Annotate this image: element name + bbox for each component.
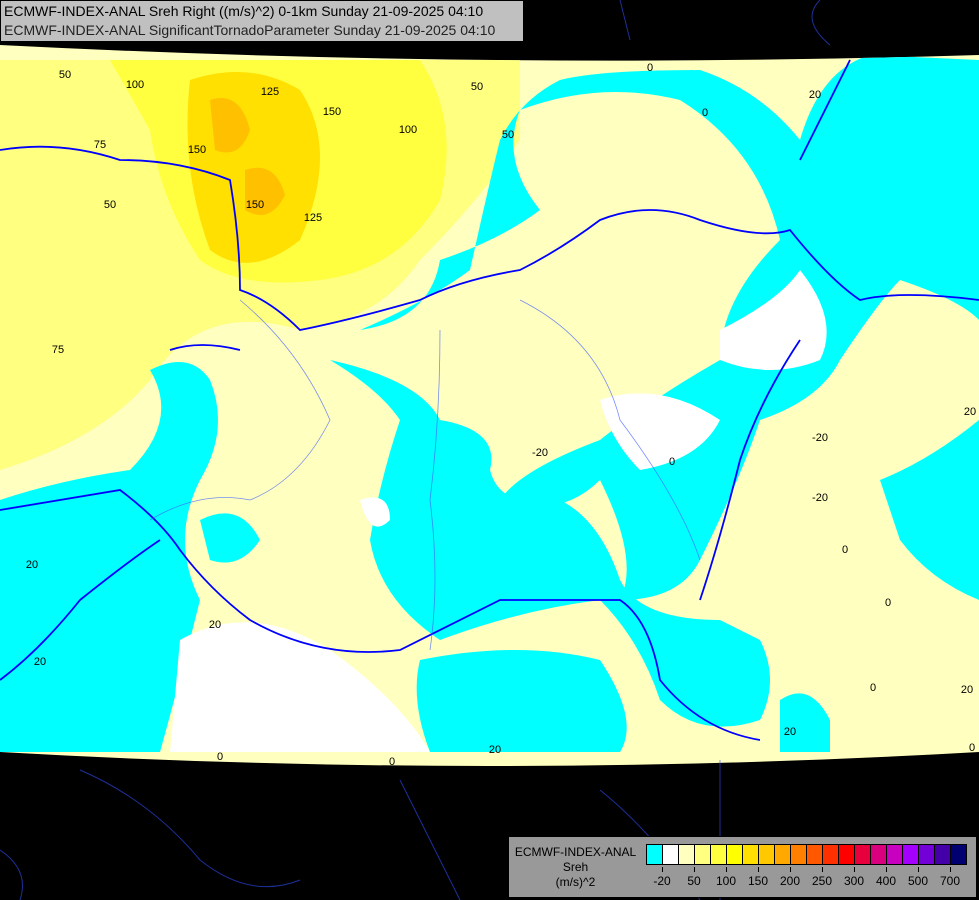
contour-label: 125 [304, 212, 322, 224]
contour-label: 0 [842, 544, 848, 556]
legend-tick-label: 300 [843, 874, 865, 888]
legend-swatch [695, 845, 711, 864]
legend-tick-label: 50 [687, 874, 701, 888]
legend-swatch [807, 845, 823, 864]
sreh-area-125 [187, 72, 320, 263]
legend-swatch [871, 845, 887, 864]
legend-unit: (m/s)^2 [555, 875, 596, 889]
contour-label: 20 [26, 559, 38, 571]
legend-tick-label: 200 [779, 874, 801, 888]
legend-tick-label: 500 [907, 874, 929, 888]
legend-swatch [951, 845, 966, 864]
sreh-area-neutral [170, 270, 827, 752]
legend-swatch [663, 845, 679, 864]
contour-label: 100 [399, 124, 417, 136]
legend-swatch [743, 845, 759, 864]
legend-swatch [855, 845, 871, 864]
contour-label: -20 [812, 432, 828, 444]
legend-tick-label: 150 [747, 874, 769, 888]
legend-swatch [903, 845, 919, 864]
contour-label: 20 [34, 656, 46, 668]
contour-label: 20 [209, 619, 221, 631]
sreh-area-150 [210, 98, 285, 215]
contour-label: 0 [702, 107, 708, 119]
legend-swatch [919, 845, 935, 864]
contour-label: 0 [870, 682, 876, 694]
legend-swatch [775, 845, 791, 864]
title-line-2: ECMWF-INDEX-ANAL SignificantTornadoParam… [4, 22, 496, 38]
legend-swatch [791, 845, 807, 864]
legend-ticks: -20 50 100 150 200 250 300 400 500 700 [646, 867, 968, 891]
contour-labels: 50 100 125 150 100 50 50 75 150 50 150 125 75 -20 0 -20… [26, 62, 976, 768]
legend-swatch [887, 845, 903, 864]
contour-label: 0 [647, 62, 653, 74]
contour-label: -20 [532, 447, 548, 459]
country-borders [0, 59, 979, 741]
legend-swatch [647, 845, 663, 864]
contour-label: 50 [471, 81, 483, 93]
contour-label: 0 [389, 756, 395, 768]
rivers [149, 299, 701, 651]
legend-swatch [823, 845, 839, 864]
sreh-area-neg20 [200, 420, 979, 752]
legend-tick-label: -20 [653, 874, 671, 888]
sreh-area-neg20 [0, 362, 218, 752]
contour-label: 150 [188, 144, 206, 156]
legend-swatch [727, 845, 743, 864]
color-legend: ECMWF-INDEX-ANAL Sreh (m/s)^2 -20 50 100 15… [508, 836, 977, 898]
contour-label: 75 [94, 139, 106, 151]
contour-label: 20 [964, 406, 976, 418]
map-title: ECMWF-INDEX-ANAL Sreh Right ((m/s)^2) 0-… [0, 0, 524, 42]
contour-label: 20 [809, 89, 821, 101]
legend-tick-label: 400 [875, 874, 897, 888]
contour-label: 100 [126, 79, 144, 91]
contour-label: 125 [261, 86, 279, 98]
legend-swatch [679, 845, 695, 864]
contour-label: 0 [669, 456, 675, 468]
contour-label: 0 [969, 742, 975, 754]
contour-label: 0 [217, 751, 223, 763]
legend-swatch [711, 845, 727, 864]
contour-label: -20 [812, 492, 828, 504]
legend-model: ECMWF-INDEX-ANAL [514, 845, 637, 859]
title-line-1: ECMWF-INDEX-ANAL Sreh Right ((m/s)^2) 0-… [4, 3, 484, 19]
contour-label: 150 [246, 199, 264, 211]
contour-label: 20 [489, 744, 501, 756]
legend-tick-label: 700 [939, 874, 961, 888]
legend-swatch [839, 845, 855, 864]
contour-label: 75 [52, 344, 64, 356]
contour-label: 50 [59, 69, 71, 81]
sreh-area-neg20 [330, 360, 770, 727]
contour-label: 20 [961, 684, 973, 696]
sreh-area-neg20 [360, 55, 979, 600]
contour-label: 150 [323, 106, 341, 118]
contour-label: 50 [502, 129, 514, 141]
legend-swatch [935, 845, 951, 864]
contour-label: 50 [104, 199, 116, 211]
legend-tick-label: 100 [715, 874, 737, 888]
legend-swatch [759, 845, 775, 864]
legend-tick-label: 250 [811, 874, 833, 888]
contour-label: 0 [885, 597, 891, 609]
legend-variable: Sreh [562, 860, 589, 874]
legend-color-bar [646, 844, 967, 865]
contour-label: 20 [784, 726, 796, 738]
